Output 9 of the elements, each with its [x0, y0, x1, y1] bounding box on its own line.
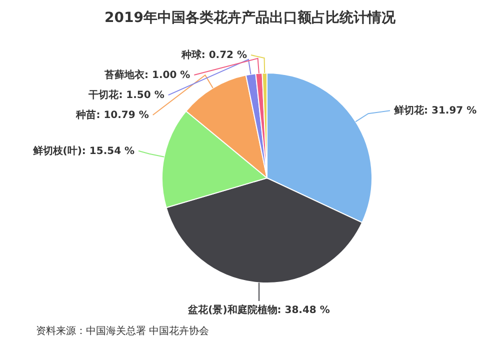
text: 资料来源：中国海关总署 中国花卉协会: [36, 325, 210, 337]
slice-label: 鲜切花: 31.97 %: [393, 104, 477, 117]
slice-label: 干切花: 1.50 %: [88, 89, 164, 102]
chart-title: 2019年中国各类花卉产品出口额占比统计情况: [104, 9, 396, 26]
slice-label: 种苗: 10.79 %: [75, 109, 149, 122]
slice-label: 盆花(景)和庭院植物: 38.48 %: [187, 304, 330, 316]
slice-label: 种球: 0.72 %: [180, 49, 247, 62]
slice-label: 苔藓地衣: 1.00 %: [104, 69, 190, 82]
slice-label: 鲜切枝(叶): 15.54 %: [32, 144, 135, 157]
